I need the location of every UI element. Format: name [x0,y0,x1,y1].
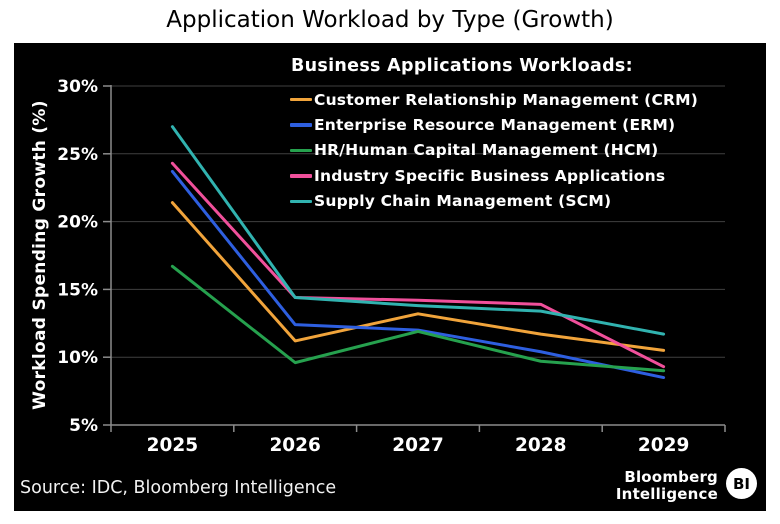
legend-items: Customer Relationship Management (CRM) En… [290,87,698,214]
legend-label: Enterprise Resource Management (ERM) [314,116,676,135]
y-tick-label: 20% [57,213,98,233]
legend-swatch-icon [290,97,312,102]
chart-panel: 30% 25% 20% 15% 10% 5% 2025 2026 2027 2028 2029 Wo… [14,43,766,511]
source-note: Source: IDC, Bloomberg Intelligence [20,478,337,498]
legend-label: Industry Specific Business Applications [314,166,666,185]
series-line-4 [170,125,666,336]
legend-label: Supply Chain Management (SCM) [314,192,612,211]
x-tick-label: 2029 [638,435,690,456]
legend: Business Applications Workloads: Custome… [290,56,698,214]
legend-swatch-icon [290,199,312,203]
series-line-3 [170,161,666,369]
legend-label: HR/Human Capital Management (HCM) [314,141,659,160]
legend-item-3: Industry Specific Business Applications [290,163,698,188]
bi-badge-icon: BI [726,468,757,499]
y-tick-label: 10% [57,348,98,368]
page-title: Application Workload by Type (Growth) [166,7,614,33]
series-line-0 [170,201,666,352]
y-tick-label: 15% [57,280,98,300]
legend-swatch-icon [290,123,312,127]
y-tick-label: 30% [57,77,98,97]
y-tick-label: 25% [57,145,98,165]
brand-line2: Intelligence [615,484,718,503]
legend-item-1: Enterprise Resource Management (ERM) [290,112,698,137]
legend-title: Business Applications Workloads: [291,56,633,76]
legend-item-2: HR/Human Capital Management (HCM) [290,138,698,163]
x-tick-label: 2028 [515,435,567,456]
y-axis-title: Workload Spending Growth (%) [30,100,50,410]
y-tick-label: 5% [69,416,98,436]
chart-canvas: 30% 25% 20% 15% 10% 5% 2025 2026 2027 2028 2029 [57,77,726,456]
brand-line1: Bloomberg [624,468,718,486]
x-tick-label: 2027 [392,435,444,456]
legend-label: Customer Relationship Management (CRM) [314,90,699,109]
bloomberg-intelligence-logo: Bloomberg Intelligence [616,469,718,502]
legend-item-0: Customer Relationship Management (CRM) [290,87,698,112]
series-line-2 [170,264,666,373]
legend-swatch-icon [290,174,312,178]
legend-swatch-icon [290,148,312,153]
x-tick-label: 2025 [147,435,199,456]
legend-item-4: Supply Chain Management (SCM) [290,189,698,214]
x-tick-label: 2026 [269,435,321,456]
